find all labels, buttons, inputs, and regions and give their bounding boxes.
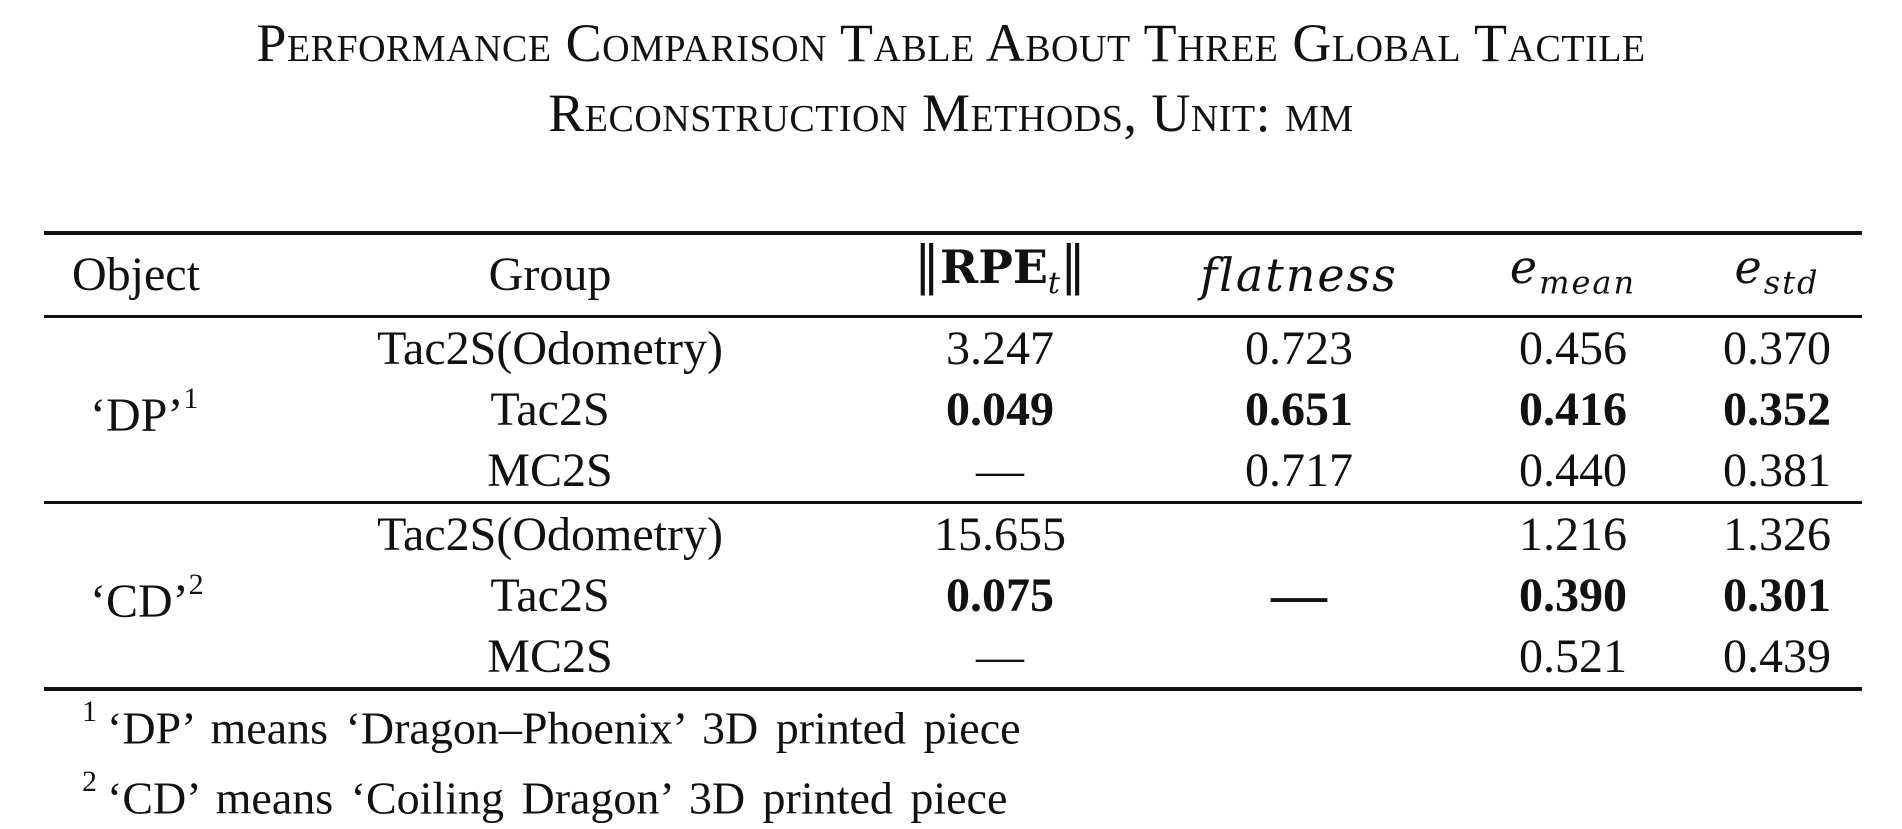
rpe-cell: —: [976, 444, 1024, 498]
footnote-mark-1: 1: [183, 381, 199, 415]
caption-line-2: Reconstruction Methods, Unit: mm: [548, 83, 1354, 143]
group-cell: MC2S: [487, 630, 613, 684]
e-std-cell-best: 0.352: [1723, 383, 1831, 437]
e-std-cell: 0.439: [1723, 630, 1831, 684]
table-caption: Performance Comparison Table About Three…: [0, 8, 1902, 148]
rpe-cell-best: 0.075: [946, 569, 1054, 623]
footnotes: 1 ‘DP’ means ‘Dragon–Phoenix’ 3D printed …: [82, 688, 1021, 829]
group-cell: Tac2S: [490, 569, 610, 623]
header-rpe: ‖RPEt‖: [914, 236, 1086, 302]
footnote-1-text: ‘DP’ means ‘Dragon–Phoenix’ 3D printed p…: [107, 702, 1021, 754]
table-row: Tac2S 0.049 0.651 0.416 0.352: [44, 379, 1862, 440]
footnote-2-mark: 2: [82, 765, 97, 799]
table-row: ‘DP’1 Tac2S(Odometry) 3.247 0.723 0.456 …: [44, 317, 1862, 442]
group-cell: Tac2S(Odometry): [377, 508, 723, 562]
table-row: MC2S — 0.717 0.440 0.381: [44, 440, 1862, 503]
flatness-cell: 0.723: [1245, 322, 1353, 376]
e-std-cell: 0.381: [1723, 444, 1831, 498]
rpe-cell: 3.247: [946, 322, 1054, 376]
header-e-mean: emean: [1509, 240, 1637, 302]
footnote-1-mark: 1: [82, 695, 97, 728]
footnote-mark-2: 2: [188, 567, 204, 601]
table-group-cd: ‘CD’2 Tac2S(Odometry) 15.655 — 1.216 1.3…: [44, 503, 1862, 690]
e-mean-cell-best: 0.416: [1519, 383, 1627, 437]
header-row: Object Group ‖RPEt‖ flatness emean estd: [44, 233, 1862, 317]
header-flatness: flatness: [1200, 247, 1398, 302]
e-mean-cell-best: 0.390: [1519, 569, 1627, 623]
flatness-cell-best: 0.651: [1245, 383, 1353, 437]
caption-line-1: Performance Comparison Table About Three…: [256, 13, 1646, 73]
e-mean-cell: 0.456: [1519, 322, 1627, 376]
e-std-cell: 0.370: [1723, 322, 1831, 376]
footnote-2-text: ‘CD’ means ‘Coiling Dragon’ 3D printed p…: [107, 772, 1008, 824]
comparison-table: Object Group ‖RPEt‖ flatness emean estd …: [44, 231, 1862, 691]
object-cell-dp: ‘DP’1: [90, 381, 199, 442]
e-mean-cell: 0.521: [1519, 630, 1627, 684]
group-cell: Tac2S(Odometry): [377, 322, 723, 376]
rpe-cell: 15.655: [934, 508, 1066, 562]
footnote-2: 2 ‘CD’ means ‘Coiling Dragon’ 3D printed …: [82, 758, 1021, 828]
header-e-std: estd: [1734, 240, 1820, 302]
group-cell: Tac2S: [490, 383, 610, 437]
table-row: MC2S — 0.521 0.439: [44, 626, 1862, 689]
group-cell: MC2S: [487, 444, 613, 498]
table-group-dp: ‘DP’1 Tac2S(Odometry) 3.247 0.723 0.456 …: [44, 317, 1862, 503]
rpe-cell-best: 0.049: [946, 383, 1054, 437]
e-std-cell-best: 0.301: [1723, 569, 1831, 623]
e-mean-cell: 1.216: [1519, 508, 1627, 562]
table-row: ‘CD’2 Tac2S(Odometry) 15.655 — 1.216 1.3…: [44, 503, 1862, 628]
flatness-cell: 0.717: [1245, 444, 1353, 498]
e-std-cell: 1.326: [1723, 508, 1831, 562]
e-mean-cell: 0.440: [1519, 444, 1627, 498]
footnote-1: 1 ‘DP’ means ‘Dragon–Phoenix’ 3D printed …: [82, 688, 1021, 758]
object-cell-cd: ‘CD’2: [90, 567, 204, 628]
table-row: Tac2S 0.075 0.390 0.301: [44, 565, 1862, 626]
header-group: Group: [488, 248, 612, 302]
rpe-cell: —: [976, 630, 1024, 684]
header-object: Object: [72, 248, 200, 302]
flatness-cell-merged: —: [1271, 564, 1327, 627]
comparison-table-container: Object Group ‖RPEt‖ flatness emean estd …: [44, 231, 1862, 691]
